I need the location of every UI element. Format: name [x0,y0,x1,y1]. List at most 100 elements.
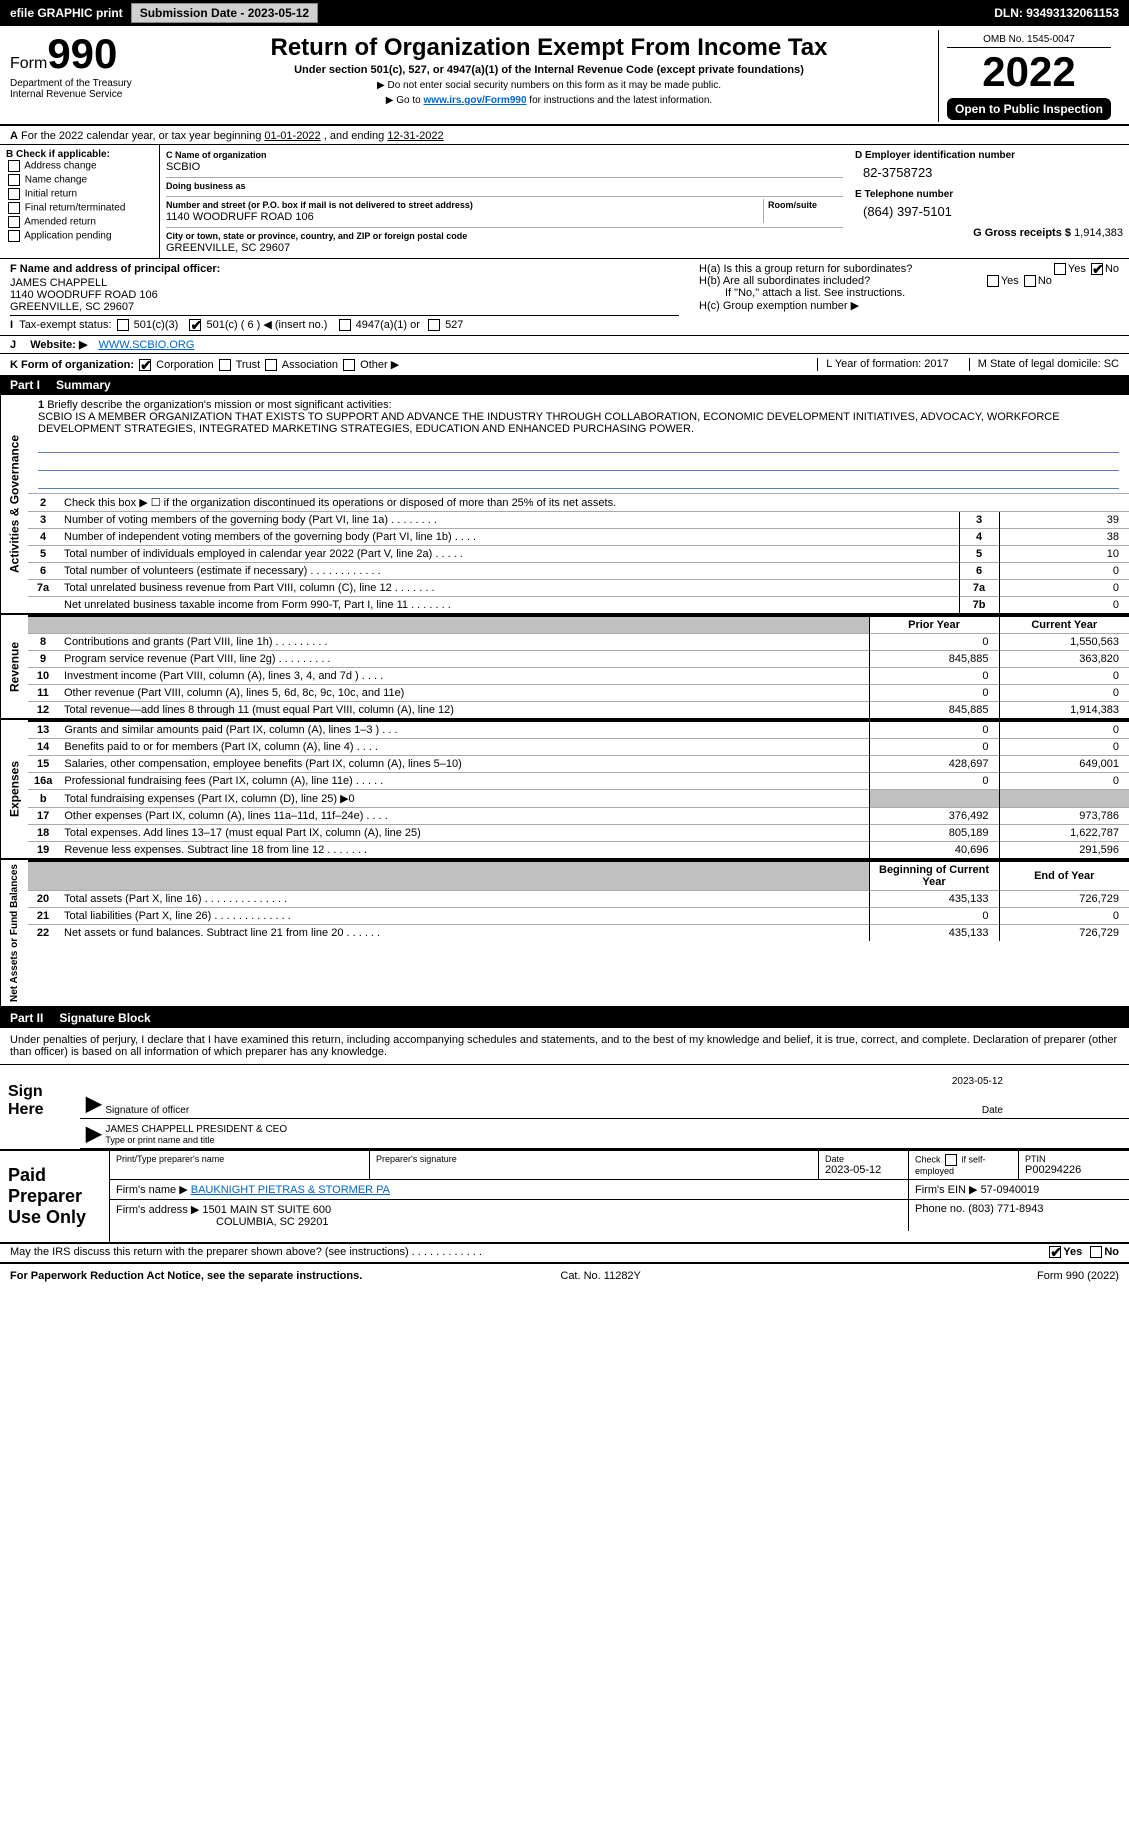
amended-return-checkbox[interactable] [8,216,20,228]
line-value: 0 [999,580,1129,597]
line-text: Other expenses (Part IX, column (A), lin… [58,808,869,825]
current-year-value: 0 [999,685,1129,702]
current-year-value: 363,820 [999,651,1129,668]
ha-yes-checkbox[interactable] [1054,263,1066,275]
line-number: 7a [28,580,58,597]
line-text: Total unrelated business revenue from Pa… [58,580,959,597]
hb-yes-checkbox[interactable] [987,275,999,287]
omb-number: OMB No. 1545-0047 [947,32,1111,48]
line-number: 10 [28,668,58,685]
initial-return-checkbox[interactable] [8,188,20,200]
line-text: Net assets or fund balances. Subtract li… [58,925,869,942]
row-hb: H(b) Are all subordinates included? Yes … [699,275,1119,287]
may-no-checkbox[interactable] [1090,1246,1102,1258]
prior-year-value [869,790,999,808]
prior-year-value: 845,885 [869,702,999,719]
address-change-checkbox[interactable] [8,160,20,172]
current-year-value: 973,786 [999,808,1129,825]
assoc-checkbox[interactable] [265,359,277,371]
line-box: 6 [959,563,999,580]
self-employed-checkbox[interactable] [945,1154,957,1166]
current-year-header: Current Year [999,616,1129,634]
line-number: 22 [28,925,58,942]
line-text: Total expenses. Add lines 13–17 (must eq… [58,825,869,842]
current-year-value: 726,729 [999,925,1129,942]
final-return-checkbox[interactable] [8,202,20,214]
line-value: 0 [999,597,1129,614]
current-year-value [999,790,1129,808]
firm-addr1: 1501 MAIN ST SUITE 600 [202,1204,331,1216]
line-value: 38 [999,529,1129,546]
instructions-link-row: ▶ Go to www.irs.gov/Form990 for instruct… [166,95,932,106]
line-number: 20 [28,891,58,908]
corp-checkbox[interactable] [139,359,151,371]
row-hc: H(c) Group exemption number ▶ [699,299,1119,312]
4947-checkbox[interactable] [339,319,351,331]
irs-instructions-link[interactable]: www.irs.gov/Form990 [424,95,527,106]
prior-year-value: 435,133 [869,925,999,942]
signature-date: 2023-05-12 [952,1076,1003,1087]
prior-year-value: 435,133 [869,891,999,908]
prior-year-value: 0 [869,634,999,651]
website-link[interactable]: WWW.SCBIO.ORG [98,339,194,351]
submission-date-button[interactable]: Submission Date - 2023-05-12 [131,3,318,23]
line-text: Program service revenue (Part VIII, line… [58,651,869,668]
side-label-expenses: Expenses [0,720,28,858]
line-number: 13 [28,721,58,739]
current-year-value: 0 [999,668,1129,685]
beginning-year-header: Beginning of Current Year [869,861,999,891]
current-year-value: 0 [999,739,1129,756]
column-b-checkboxes: B Check if applicable: Address change Na… [0,145,160,258]
row-hb2: If "No," attach a list. See instructions… [699,287,1119,299]
side-label-governance: Activities & Governance [0,395,28,613]
name-change-checkbox[interactable] [8,174,20,186]
firm-name-link[interactable]: BAUKNIGHT PIETRAS & STORMER PA [191,1184,390,1196]
current-year-value: 726,729 [999,891,1129,908]
section-f-h: F Name and address of principal officer:… [0,259,1129,335]
trust-checkbox[interactable] [219,359,231,371]
tax-year-begin: 01-01-2022 [264,130,320,142]
ptin-value: P00294226 [1025,1164,1081,1176]
ha-no-checkbox[interactable] [1091,263,1103,275]
form-number: Form990 [10,30,160,78]
may-yes-checkbox[interactable] [1049,1246,1061,1258]
org-name: SCBIO [166,161,200,173]
line-value: 10 [999,546,1129,563]
line-a-tax-year: A For the 2022 calendar year, or tax yea… [0,128,1129,144]
hb-no-checkbox[interactable] [1024,275,1036,287]
tax-year-end: 12-31-2022 [387,130,443,142]
cat-no: Cat. No. 11282Y [560,1270,641,1282]
signature-declaration: Under penalties of perjury, I declare th… [0,1028,1129,1064]
501c3-checkbox[interactable] [117,319,129,331]
prior-year-value: 0 [869,668,999,685]
row-j-website: J Website: ▶ WWW.SCBIO.ORG [0,335,1129,353]
other-checkbox[interactable] [343,359,355,371]
line-number: 17 [28,808,58,825]
efile-label: efile GRAPHIC print [10,6,123,20]
prior-year-value: 0 [869,721,999,739]
dept-treasury: Department of the Treasury [10,78,132,89]
state-domicile: M State of legal domicile: SC [969,358,1119,371]
prior-year-value: 40,696 [869,842,999,859]
page-footer: For Paperwork Reduction Act Notice, see … [0,1266,1129,1286]
527-checkbox[interactable] [428,319,440,331]
firm-addr2: COLUMBIA, SC 29201 [116,1216,329,1228]
column-d-e-g: D Employer identification number 82-3758… [849,145,1129,258]
firm-ein: 57-0940019 [981,1184,1040,1196]
line-text: Professional fundraising fees (Part IX, … [58,773,869,790]
form-subtitle: Under section 501(c), 527, or 4947(a)(1)… [166,64,932,76]
current-year-value: 291,596 [999,842,1129,859]
row-ha: H(a) Is this a group return for subordin… [699,263,1119,275]
line-box: 7b [959,597,999,614]
line-number: 18 [28,825,58,842]
application-pending-checkbox[interactable] [8,230,20,242]
501c-checkbox[interactable] [189,319,201,331]
line-text: Total number of volunteers (estimate if … [58,563,959,580]
officer-addr2: GREENVILLE, SC 29607 [10,301,679,313]
row-i-tax-exempt: I Tax-exempt status: 501(c)(3) 501(c) ( … [10,318,679,331]
line-number: 6 [28,563,58,580]
officer-print-name: JAMES CHAPPELL PRESIDENT & CEO [105,1124,287,1135]
line-text: Number of voting members of the governin… [58,512,959,529]
line-number: 8 [28,634,58,651]
ein-value: 82-3758723 [863,165,1123,180]
